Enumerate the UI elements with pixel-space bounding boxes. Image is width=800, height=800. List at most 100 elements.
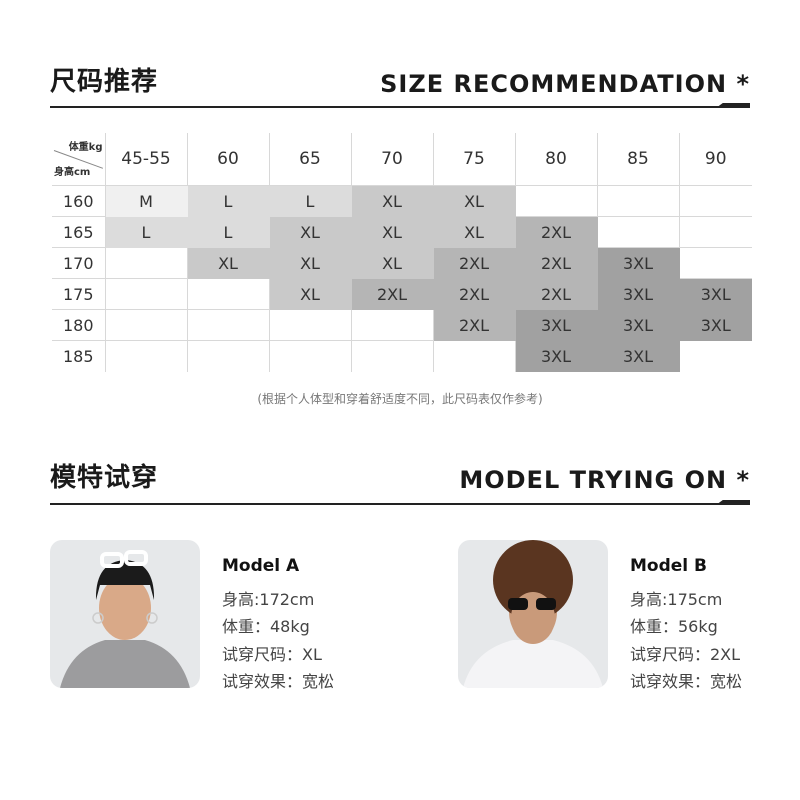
size-cell: 2XL xyxy=(514,247,598,279)
weight-header: 65 xyxy=(268,133,352,186)
section-divider xyxy=(50,103,750,108)
size-cell xyxy=(104,278,188,310)
size-title-en-text: SIZE RECOMMENDATION xyxy=(380,70,728,98)
header-row: 体重kg 身高cm 45-55 60 65 70 75 80 85 90 xyxy=(52,133,752,186)
table-row: 165 L L XL XL XL 2XL xyxy=(52,216,752,248)
model-b-photo xyxy=(458,540,608,688)
star-icon: * xyxy=(736,70,750,98)
size-cell: XL xyxy=(268,216,352,248)
size-cell: 2XL xyxy=(432,278,516,310)
height-header: 175 xyxy=(52,278,106,310)
size-cell: 2XL xyxy=(514,278,598,310)
size-cell xyxy=(104,309,188,341)
size-cell: 3XL xyxy=(514,309,598,341)
size-cell: L xyxy=(186,216,270,248)
size-cell: 2XL xyxy=(350,278,434,310)
size-cell: L xyxy=(268,185,352,217)
weight-header: 60 xyxy=(186,133,270,186)
divider-tab xyxy=(716,103,750,108)
weight-header: 70 xyxy=(350,133,434,186)
size-cell: 2XL xyxy=(432,309,516,341)
model-b-height: 身高:175cm xyxy=(630,589,723,609)
weight-label: 体重kg xyxy=(68,142,103,153)
model-title-cn: 模特试穿 xyxy=(50,463,159,493)
size-cell xyxy=(678,340,752,372)
size-cell xyxy=(350,309,434,341)
size-cell: 3XL xyxy=(596,278,680,310)
size-cell: XL xyxy=(432,216,516,248)
section-divider xyxy=(50,500,750,505)
size-cell xyxy=(678,247,752,279)
size-table: 体重kg 身高cm 45-55 60 65 70 75 80 85 90 160 M L L XL XL 165… xyxy=(52,133,752,372)
height-header: 160 xyxy=(52,185,106,217)
size-cell: M xyxy=(104,185,188,217)
size-note: (根据个人体型和穿着舒适度不同，此尺码表仅作参考) xyxy=(257,392,543,406)
size-cell: 3XL xyxy=(678,278,752,310)
size-cell: XL xyxy=(350,247,434,279)
size-cell xyxy=(186,309,270,341)
table-row: 180 2XL 3XL 3XL 3XL xyxy=(52,309,752,341)
table-row: 185 3XL 3XL xyxy=(52,340,752,372)
model-a-height: 身高:172cm xyxy=(222,589,315,609)
model-a-fit: 试穿效果：宽松 xyxy=(222,672,335,691)
size-cell: 3XL xyxy=(678,309,752,341)
size-cell: 3XL xyxy=(596,340,680,372)
size-cell: 3XL xyxy=(596,247,680,279)
model-a-name: Model A xyxy=(222,556,300,576)
height-label: 身高cm xyxy=(54,167,91,178)
model-title-en: MODEL TRYING ON * xyxy=(459,466,750,494)
model-a-weight: 体重：48kg xyxy=(222,617,310,636)
height-header: 180 xyxy=(52,309,106,341)
size-cell: 2XL xyxy=(432,247,516,279)
size-title-en: SIZE RECOMMENDATION * xyxy=(380,70,750,98)
size-cell xyxy=(678,216,752,248)
model-title-en-text: MODEL TRYING ON xyxy=(459,466,728,494)
model-a-info: Model A 身高:172cm 体重：48kg 试穿尺码：XL 试穿效果：宽松 xyxy=(222,553,334,696)
size-cell: 3XL xyxy=(514,340,598,372)
weight-header: 45-55 xyxy=(104,133,188,186)
size-cell xyxy=(350,340,434,372)
weight-header: 75 xyxy=(432,133,516,186)
size-cell: 2XL xyxy=(514,216,598,248)
size-cell xyxy=(596,216,680,248)
star-icon: * xyxy=(736,466,750,494)
size-cell xyxy=(596,185,680,217)
size-cell xyxy=(268,340,352,372)
size-cell: XL xyxy=(350,185,434,217)
size-cell xyxy=(186,278,270,310)
height-header: 170 xyxy=(52,247,106,279)
weight-header: 90 xyxy=(678,133,752,186)
size-cell xyxy=(186,340,270,372)
size-cell xyxy=(104,247,188,279)
model-b-weight: 体重：56kg xyxy=(630,617,718,636)
table-row: 175 XL 2XL 2XL 2XL 3XL 3XL xyxy=(52,278,752,310)
size-cell xyxy=(432,340,516,372)
model-a-size: 试穿尺码：XL xyxy=(222,644,322,664)
corner-cell: 体重kg 身高cm xyxy=(52,133,106,186)
size-section-header: 尺码推荐 SIZE RECOMMENDATION * xyxy=(50,62,750,102)
size-title-cn: 尺码推荐 xyxy=(50,67,159,97)
model-a-photo xyxy=(50,540,200,688)
size-cell xyxy=(678,185,752,217)
size-cell: L xyxy=(104,216,188,248)
model-b-fit: 试穿效果：宽松 xyxy=(630,672,743,691)
model-b-size: 试穿尺码：2XL xyxy=(630,644,741,664)
model-b-info: Model B 身高:175cm 体重：56kg 试穿尺码：2XL 试穿效果：宽… xyxy=(630,553,742,696)
size-cell: XL xyxy=(268,278,352,310)
weight-header: 85 xyxy=(596,133,680,186)
size-cell: 3XL xyxy=(596,309,680,341)
size-cell xyxy=(104,340,188,372)
size-cell xyxy=(268,309,352,341)
size-cell: XL xyxy=(432,185,516,217)
size-cell: L xyxy=(186,185,270,217)
size-cell: XL xyxy=(350,216,434,248)
model-b-name: Model B xyxy=(630,556,707,576)
size-cell: XL xyxy=(186,247,270,279)
height-header: 185 xyxy=(52,340,106,372)
table-row: 170 XL XL XL 2XL 2XL 3XL xyxy=(52,247,752,279)
size-cell xyxy=(514,185,598,217)
model-section-header: 模特试穿 MODEL TRYING ON * xyxy=(50,458,750,498)
height-header: 165 xyxy=(52,216,106,248)
weight-header: 80 xyxy=(514,133,598,186)
table-row: 160 M L L XL XL xyxy=(52,185,752,217)
